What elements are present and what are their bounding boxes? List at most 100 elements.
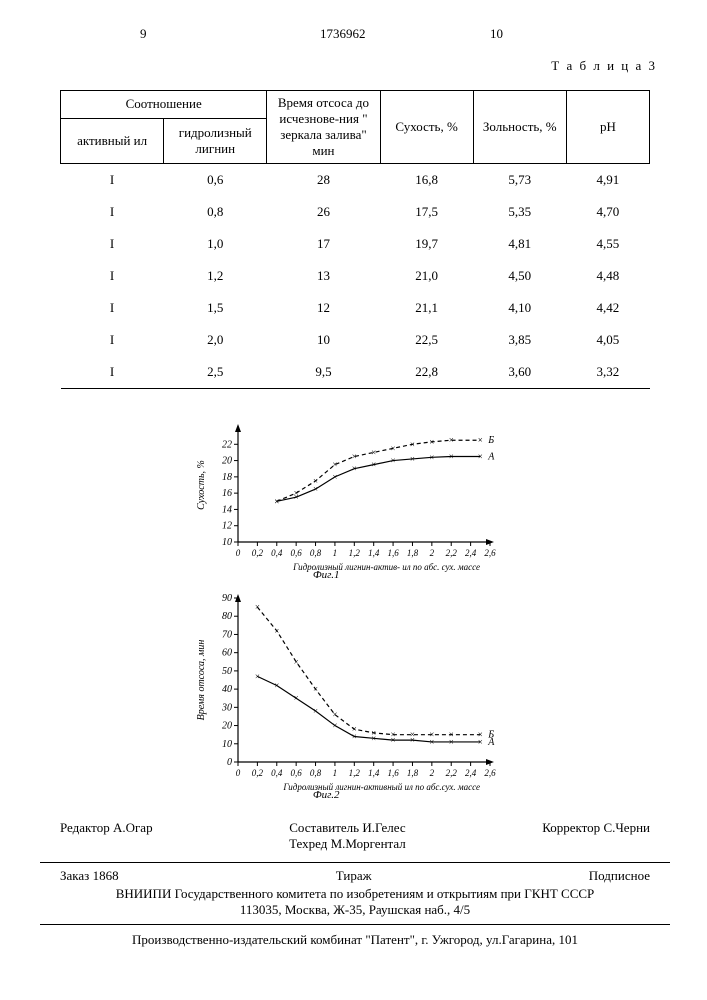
svg-text:Б: Б bbox=[487, 730, 494, 741]
svg-text:14: 14 bbox=[222, 504, 232, 515]
table-cell: 4,70 bbox=[566, 196, 649, 228]
table-cell: 13 bbox=[267, 260, 380, 292]
svg-text:×: × bbox=[332, 710, 337, 720]
table-cell: 1,5 bbox=[164, 292, 267, 324]
table-cell: 1,2 bbox=[164, 260, 267, 292]
table-cell: I bbox=[61, 292, 164, 324]
svg-text:2,4: 2,4 bbox=[465, 768, 477, 778]
svg-text:0,2: 0,2 bbox=[252, 548, 264, 558]
svg-text:1,2: 1,2 bbox=[349, 548, 361, 558]
table-cell: 2,0 bbox=[164, 324, 267, 356]
svg-text:2: 2 bbox=[430, 548, 435, 558]
table-cell: 5,73 bbox=[473, 164, 566, 197]
table-cell: 17 bbox=[267, 228, 380, 260]
page-num-left: 9 bbox=[140, 26, 147, 42]
chart-1: 1012141618202200,20,40,60,811,21,41,61,8… bbox=[190, 420, 550, 585]
table-row: I1,21321,04,504,48 bbox=[61, 260, 650, 292]
col-c4: Сухость, % bbox=[380, 91, 473, 164]
svg-text:1,4: 1,4 bbox=[368, 548, 380, 558]
svg-text:1: 1 bbox=[333, 768, 338, 778]
svg-text:60: 60 bbox=[222, 648, 232, 659]
chart-1-svg: 1012141618202200,20,40,60,811,21,41,61,8… bbox=[190, 420, 550, 580]
svg-text:×: × bbox=[255, 671, 260, 681]
corrector: Корректор С.Черни bbox=[542, 820, 650, 852]
svg-text:0,8: 0,8 bbox=[310, 548, 322, 558]
svg-text:1: 1 bbox=[333, 548, 338, 558]
svg-text:0,8: 0,8 bbox=[310, 768, 322, 778]
table-cell: I bbox=[61, 196, 164, 228]
col-c3: Время отсоса до исчезнове-ния " зеркала … bbox=[267, 91, 380, 164]
table-cell: 4,91 bbox=[566, 164, 649, 197]
table-cell: 4,81 bbox=[473, 228, 566, 260]
table-cell: 4,42 bbox=[566, 292, 649, 324]
table-row: I2,59,522,83,603,32 bbox=[61, 356, 650, 389]
table-cell: 3,32 bbox=[566, 356, 649, 389]
col-c6: pH bbox=[566, 91, 649, 164]
svg-text:70: 70 bbox=[222, 629, 232, 640]
table-cell: 1,0 bbox=[164, 228, 267, 260]
svg-text:2,6: 2,6 bbox=[484, 548, 496, 558]
table-cell: I bbox=[61, 324, 164, 356]
table-cell: 9,5 bbox=[267, 356, 380, 389]
table-row: I2,01022,53,854,05 bbox=[61, 324, 650, 356]
table-cell: I bbox=[61, 164, 164, 197]
table-row: I0,82617,55,354,70 bbox=[61, 196, 650, 228]
table-cell: 4,48 bbox=[566, 260, 649, 292]
credits-row-1: Редактор А.Огар Составитель И.Гелес Техр… bbox=[60, 820, 650, 852]
table-cell: 16,8 bbox=[380, 164, 473, 197]
col-c5: Зольность, % bbox=[473, 91, 566, 164]
svg-text:2: 2 bbox=[430, 768, 435, 778]
svg-text:А: А bbox=[487, 452, 495, 463]
page: { "header": { "page_left": "9", "doc_num… bbox=[0, 0, 707, 1000]
col-c1: активный ил bbox=[61, 118, 164, 163]
svg-text:0: 0 bbox=[236, 548, 241, 558]
compiler-techred: Составитель И.Гелес Техред М.Моргентал bbox=[289, 820, 406, 852]
footer-org1: ВНИИПИ Государственного комитета по изоб… bbox=[60, 886, 650, 902]
table-cell: 28 bbox=[267, 164, 380, 197]
table-cell: 3,60 bbox=[473, 356, 566, 389]
svg-text:0,4: 0,4 bbox=[271, 768, 283, 778]
table-cell: 3,85 bbox=[473, 324, 566, 356]
table-cell: 19,7 bbox=[380, 228, 473, 260]
svg-text:1,8: 1,8 bbox=[407, 768, 419, 778]
svg-text:18: 18 bbox=[222, 472, 232, 483]
svg-text:×: × bbox=[274, 496, 279, 506]
table-cell: 5,35 bbox=[473, 196, 566, 228]
svg-text:0: 0 bbox=[227, 757, 232, 768]
svg-text:20: 20 bbox=[222, 721, 232, 732]
svg-text:Фиг.2: Фиг.2 bbox=[313, 789, 340, 800]
footer-org2: 113035, Москва, Ж-35, Раушская наб., 4/5 bbox=[60, 902, 650, 918]
table-cell: 4,05 bbox=[566, 324, 649, 356]
svg-text:0,2: 0,2 bbox=[252, 768, 264, 778]
svg-text:×: × bbox=[332, 460, 337, 470]
table-cell: 21,0 bbox=[380, 260, 473, 292]
rule-1 bbox=[40, 862, 670, 863]
table-row: I0,62816,85,734,91 bbox=[61, 164, 650, 197]
svg-text:80: 80 bbox=[222, 611, 232, 622]
table-cell: 22,5 bbox=[380, 324, 473, 356]
col-group: Соотношение bbox=[61, 91, 267, 119]
svg-text:1,2: 1,2 bbox=[349, 768, 361, 778]
table-cell: 2,5 bbox=[164, 356, 267, 389]
table-cell: 4,55 bbox=[566, 228, 649, 260]
svg-text:40: 40 bbox=[222, 684, 232, 695]
svg-text:90: 90 bbox=[222, 593, 232, 604]
footer-printer: Производственно-издательский комбинат "П… bbox=[60, 932, 650, 948]
table-cell: I bbox=[61, 228, 164, 260]
svg-text:10: 10 bbox=[222, 537, 232, 548]
table-cell: I bbox=[61, 356, 164, 389]
svg-text:2,2: 2,2 bbox=[446, 768, 458, 778]
svg-text:0,4: 0,4 bbox=[271, 548, 283, 558]
page-num-right: 10 bbox=[490, 26, 503, 42]
svg-text:0: 0 bbox=[236, 768, 241, 778]
table-cell: 4,50 bbox=[473, 260, 566, 292]
table-cell: 0,6 bbox=[164, 164, 267, 197]
svg-text:×: × bbox=[255, 602, 260, 612]
doc-number: 1736962 bbox=[320, 26, 366, 42]
data-table: Соотношение Время отсоса до исчезнове-ни… bbox=[60, 90, 650, 389]
svg-text:50: 50 bbox=[222, 666, 232, 677]
table-cell: 10 bbox=[267, 324, 380, 356]
svg-text:1,6: 1,6 bbox=[387, 548, 399, 558]
svg-text:16: 16 bbox=[222, 488, 232, 499]
table-cell: 21,1 bbox=[380, 292, 473, 324]
